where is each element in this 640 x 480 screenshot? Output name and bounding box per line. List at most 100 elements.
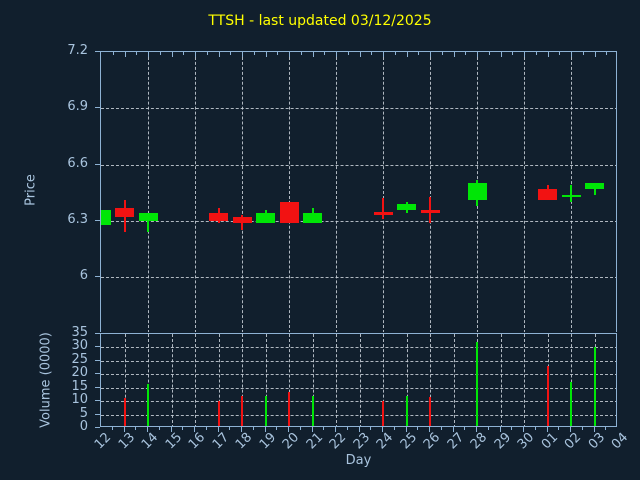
x-tick-label: 01: [538, 430, 562, 453]
price-axis-label: Price: [23, 174, 39, 206]
x-axis-tick-mark: [311, 427, 313, 432]
volume-axis-label: Volume (0000): [38, 332, 54, 428]
price-top-tick-mark: [383, 52, 384, 57]
volume-tick-mark: [95, 400, 100, 402]
x-axis-tick-mark: [511, 427, 513, 430]
volume-tick-label: 25: [71, 351, 88, 367]
price-top-tick-mark: [441, 52, 443, 55]
volume-tick-mark: [95, 413, 100, 415]
x-tick-label: 02: [562, 430, 585, 453]
x-axis-tick-mark: [440, 427, 442, 430]
x-axis-tick-mark: [581, 427, 583, 430]
candle-body: [101, 209, 111, 225]
price-top-tick-mark: [406, 52, 408, 57]
volume-bar: [241, 395, 243, 426]
volume-bar: [264, 395, 267, 426]
x-tick-label: 17: [209, 430, 233, 453]
x-axis-tick-mark: [487, 427, 489, 430]
volume-vgridline: [265, 334, 267, 426]
volume-gridline: [101, 387, 616, 389]
price-tick-label: 6.6: [67, 155, 88, 171]
volume-bar: [546, 366, 549, 426]
price-vgridline: [336, 52, 337, 332]
x-axis-tick-mark: [358, 427, 360, 432]
price-gridline: [101, 220, 616, 222]
price-top-tick-mark: [347, 52, 349, 55]
candle-body: [467, 183, 487, 201]
volume-bar: [570, 382, 572, 426]
price-top-tick-mark: [488, 52, 490, 55]
x-axis-tick-mark: [194, 427, 195, 432]
candle-body: [279, 202, 299, 223]
volume-tick-mark: [95, 346, 100, 348]
candle-body: [397, 204, 416, 210]
x-axis-tick-mark: [417, 427, 419, 430]
candle-body: [373, 211, 393, 216]
volume-tick-mark: [95, 373, 100, 375]
x-tick-label: 04: [609, 430, 632, 453]
price-top-tick-mark: [195, 52, 196, 57]
x-axis-tick-mark: [135, 427, 137, 430]
x-axis-tick-mark: [147, 427, 148, 432]
x-tick-label: 14: [139, 430, 162, 453]
price-top-tick-mark: [559, 52, 561, 55]
volume-vgridline: [359, 334, 361, 426]
x-tick-label: 30: [515, 430, 538, 453]
volume-bar: [217, 401, 220, 426]
volume-vgridline: [195, 334, 196, 426]
x-axis-tick-mark: [276, 427, 278, 430]
x-axis-tick-mark: [558, 427, 560, 430]
x-axis-tick-mark: [217, 427, 219, 432]
x-axis-tick-mark: [229, 427, 231, 430]
volume-vgridline: [171, 334, 173, 426]
price-vgridline: [289, 52, 290, 332]
x-tick-label: 23: [350, 430, 374, 453]
x-tick-label: 22: [327, 430, 350, 453]
x-axis-tick-mark: [170, 427, 172, 432]
price-tick-mark: [95, 163, 100, 165]
volume-bar: [147, 383, 149, 426]
price-vgridline: [148, 52, 149, 332]
price-top-tick-mark: [465, 52, 467, 55]
x-axis-tick-mark: [405, 427, 407, 432]
candle-wick: [593, 183, 596, 195]
day-axis-label: Day: [345, 453, 372, 468]
x-axis-tick-mark: [429, 427, 430, 432]
volume-vgridline: [524, 334, 525, 426]
price-top-tick-mark: [512, 52, 514, 55]
x-axis-tick-mark: [370, 427, 372, 430]
price-top-tick-mark: [359, 52, 361, 57]
candle-body: [138, 213, 158, 221]
price-top-tick-mark: [594, 52, 596, 57]
x-axis-tick-mark: [252, 427, 254, 430]
x-axis-tick-mark: [323, 427, 325, 430]
x-tick-label: 21: [303, 430, 327, 453]
price-vgridline: [383, 52, 384, 332]
price-gridline: [101, 277, 616, 279]
x-axis-tick-mark: [464, 427, 466, 430]
x-axis-tick-mark: [476, 427, 477, 432]
x-axis-tick-mark: [158, 427, 160, 430]
volume-bar: [382, 401, 384, 426]
volume-tick-label: 30: [71, 338, 88, 354]
x-tick-label: 25: [397, 430, 421, 453]
volume-vgridline: [242, 334, 243, 426]
x-tick-label: 26: [421, 430, 444, 453]
x-tick-label: 20: [280, 430, 303, 453]
price-top-tick-mark: [477, 52, 478, 57]
x-axis-tick-mark: [570, 427, 571, 432]
x-axis-tick-mark: [593, 427, 595, 432]
volume-vgridline: [571, 334, 572, 426]
volume-tick-label: 10: [71, 392, 88, 408]
x-tick-label: 18: [233, 430, 256, 453]
volume-vgridline: [218, 334, 220, 426]
volume-plot-area: [100, 333, 617, 427]
x-tick-label: 19: [256, 430, 280, 453]
x-tick-label: 27: [444, 430, 468, 453]
x-axis-tick-mark: [523, 427, 524, 432]
price-top-tick-mark: [524, 52, 525, 57]
x-axis-tick-mark: [123, 427, 125, 432]
volume-bar: [288, 391, 290, 426]
price-top-tick-mark: [277, 52, 279, 55]
